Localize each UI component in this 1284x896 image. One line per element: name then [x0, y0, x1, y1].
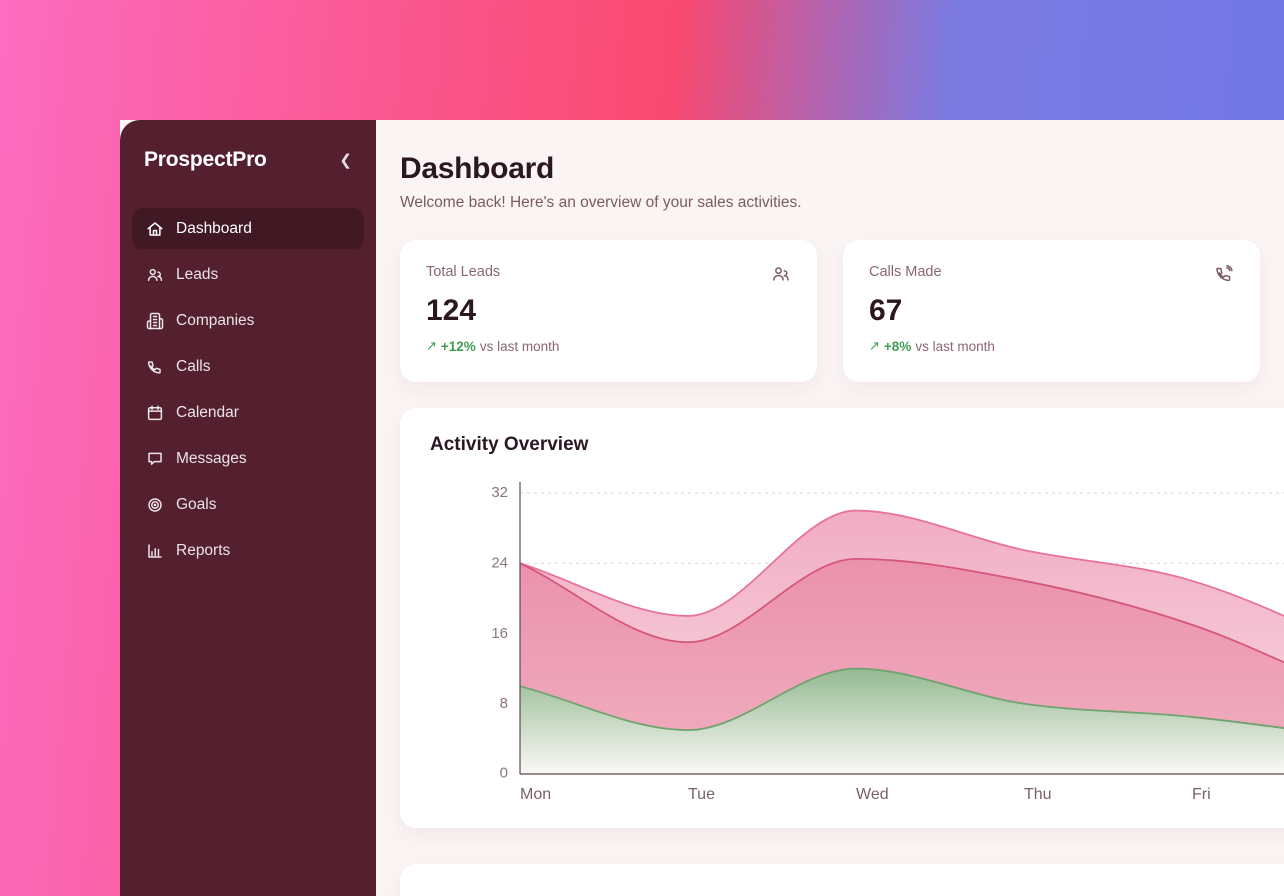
svg-text:Tue: Tue — [688, 786, 715, 802]
svg-text:Wed: Wed — [856, 786, 889, 802]
svg-text:8: 8 — [500, 695, 508, 712]
svg-text:0: 0 — [500, 765, 508, 782]
svg-text:Mon: Mon — [520, 786, 551, 802]
svg-text:Fri: Fri — [1192, 786, 1211, 802]
svg-text:16: 16 — [491, 625, 508, 642]
svg-text:32: 32 — [491, 484, 508, 501]
svg-text:24: 24 — [491, 555, 508, 572]
svg-text:Thu: Thu — [1024, 786, 1052, 802]
